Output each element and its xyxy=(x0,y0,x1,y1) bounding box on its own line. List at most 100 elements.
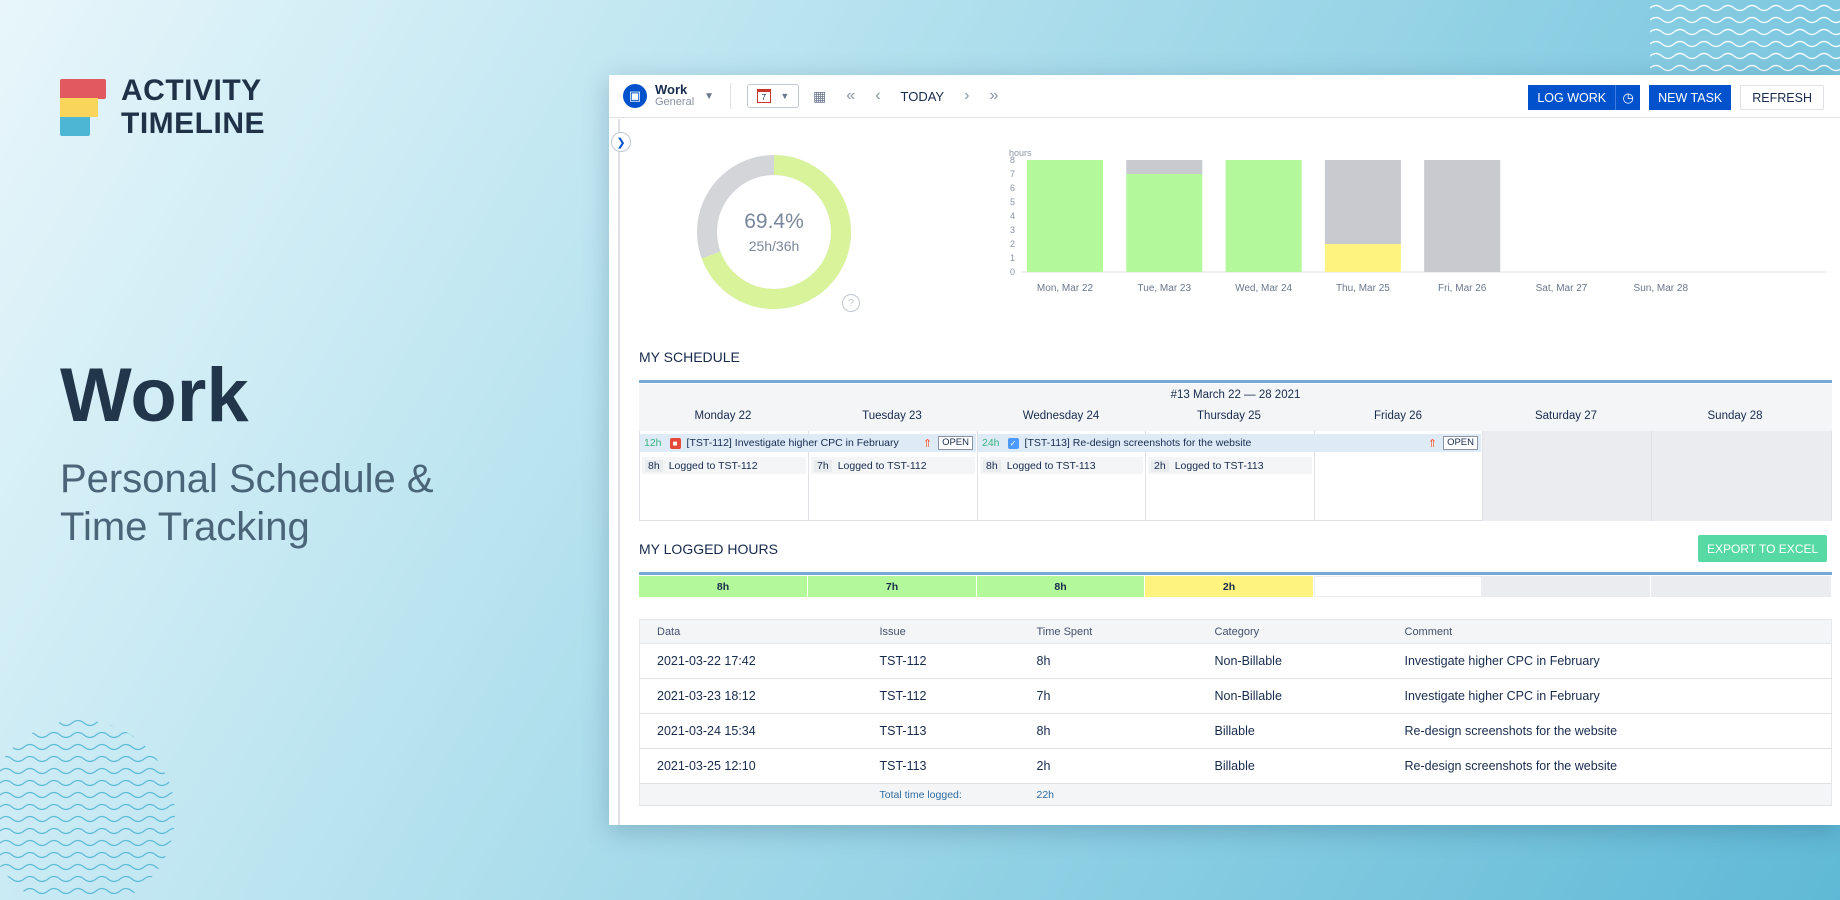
decorative-waves-top xyxy=(1650,4,1840,72)
day-column[interactable] xyxy=(808,431,977,521)
priority-highest-icon: ⇑ xyxy=(922,437,933,450)
day-column-weekend[interactable] xyxy=(1482,431,1651,521)
chevron-left-icon[interactable]: ‹ xyxy=(875,87,881,104)
task-bar[interactable]: 24h ✓ [TST-113] Re-design screenshots fo… xyxy=(978,434,1481,452)
workspace-name: Work xyxy=(655,82,688,97)
column-header[interactable]: Category xyxy=(1197,619,1388,644)
today-button[interactable]: TODAY xyxy=(900,88,945,104)
timer-icon[interactable]: ◷ xyxy=(1615,85,1641,110)
day-column[interactable] xyxy=(1314,431,1482,521)
daily-hours-cell xyxy=(1482,576,1651,597)
hero-title: Work xyxy=(60,353,249,438)
task-estimate: 24h xyxy=(982,437,1000,449)
daily-hours-strip: 8h 7h 8h 2h xyxy=(639,576,1832,597)
task-estimate: 12h xyxy=(644,437,662,449)
total-label: Total time logged: xyxy=(862,783,1020,806)
task-title: [TST-113] Re-design screenshots for the … xyxy=(1024,437,1252,449)
day-column[interactable] xyxy=(639,431,808,521)
x-tick-label: Sun, Mar 28 xyxy=(1634,283,1689,294)
table-row[interactable]: 2021-03-25 12:10 TST-113 2h Billable Re-… xyxy=(639,748,1832,784)
total-spacer xyxy=(1197,783,1388,806)
worklog-hours: 2h xyxy=(1151,459,1169,472)
status-badge: OPEN xyxy=(938,436,973,450)
y-tick-label: 5 xyxy=(1010,197,1015,207)
date-picker[interactable]: 7 ▼ xyxy=(747,84,800,108)
cell-comment: Re-design screenshots for the website xyxy=(1387,748,1832,784)
worklog-text: Logged to TST-113 xyxy=(1174,459,1264,472)
toolbar: ▣ Work General ▼ 7 ▼ ▦ « ‹ TODAY › » LOG… xyxy=(609,75,1840,118)
daily-hours-cell xyxy=(1314,576,1482,597)
worklog-table: Data Issue Time Spent Category Comment 2… xyxy=(639,619,1832,806)
daily-hours-cell: 8h xyxy=(977,576,1145,597)
column-header[interactable]: Comment xyxy=(1387,619,1832,644)
bar xyxy=(1027,160,1103,272)
day-column[interactable] xyxy=(977,431,1145,521)
table-row[interactable]: 2021-03-24 15:34 TST-113 8h Billable Re-… xyxy=(639,713,1832,749)
cell-issue: TST-113 xyxy=(862,748,1020,784)
x-tick-label: Tue, Mar 23 xyxy=(1138,283,1192,294)
worklog-entry[interactable]: 8h Logged to TST-112 xyxy=(642,457,806,474)
help-icon[interactable]: ? xyxy=(842,294,860,312)
workspace-briefcase-icon[interactable]: ▣ xyxy=(623,84,647,108)
schedule-body: 12h ■ [TST-112] Investigate higher CPC i… xyxy=(639,431,1832,521)
x-tick-label: Wed, Mar 24 xyxy=(1235,283,1292,294)
chevron-down-icon[interactable]: ▼ xyxy=(704,90,715,102)
y-tick-label: 3 xyxy=(1010,225,1015,235)
calendar-grid-icon[interactable]: ▦ xyxy=(813,87,827,104)
y-axis-label: hours xyxy=(1009,148,1032,158)
column-header[interactable]: Time Spent xyxy=(1019,619,1198,644)
table-header-row: Data Issue Time Spent Category Comment xyxy=(639,619,1832,644)
daily-hours-cell: 2h xyxy=(1145,576,1314,597)
worklog-entry[interactable]: 2h Logged to TST-113 xyxy=(1148,457,1312,474)
table-row[interactable]: 2021-03-22 17:42 TST-112 8h Non-Billable… xyxy=(639,643,1832,679)
chevron-right-icon[interactable]: › xyxy=(964,87,970,104)
side-panel-rail xyxy=(618,119,620,825)
daily-hours-cell: 8h xyxy=(639,576,808,597)
workspace-selector[interactable]: Work General xyxy=(655,82,695,108)
logged-hours-divider xyxy=(639,572,1832,575)
x-tick-label: Fri, Mar 26 xyxy=(1438,283,1487,294)
logged-hours-title: MY LOGGED HOURS xyxy=(639,541,778,557)
cell-category: Billable xyxy=(1197,713,1388,749)
bar xyxy=(1126,174,1203,272)
double-chevron-left-icon[interactable]: « xyxy=(846,87,856,104)
expand-panel-chevron-right-icon[interactable]: ❯ xyxy=(611,132,631,152)
task-bar[interactable]: 12h ■ [TST-112] Investigate higher CPC i… xyxy=(640,434,976,452)
total-row: Total time logged: 22h xyxy=(639,783,1832,806)
cell-category: Billable xyxy=(1197,748,1388,784)
export-to-excel-button[interactable]: EXPORT TO EXCEL xyxy=(1698,535,1828,562)
column-header[interactable]: Data xyxy=(639,619,863,644)
bar xyxy=(1424,160,1501,272)
cell-date: 2021-03-23 18:12 xyxy=(639,678,863,714)
brand-line-1: ACTIVITY xyxy=(121,74,262,107)
priority-highest-icon: ⇑ xyxy=(1427,437,1438,450)
total-spacer xyxy=(1387,783,1832,806)
brand-name: ACTIVITY TIMELINE xyxy=(121,74,265,140)
day-header: Wednesday 24 xyxy=(1022,410,1100,422)
cell-category: Non-Billable xyxy=(1197,643,1388,679)
double-chevron-right-icon[interactable]: » xyxy=(989,87,999,104)
worklog-text: Logged to TST-112 xyxy=(837,459,927,472)
cell-category: Non-Billable xyxy=(1197,678,1388,714)
worklog-hours: 8h xyxy=(983,459,1001,472)
cell-comment: Re-design screenshots for the website xyxy=(1387,713,1832,749)
cell-issue: TST-112 xyxy=(862,643,1020,679)
cell-date: 2021-03-24 15:34 xyxy=(639,713,863,749)
day-column[interactable] xyxy=(1145,431,1314,521)
utilization-ratio: 25h/36h xyxy=(748,238,800,254)
utilization-donut: 69.4% 25h/36h xyxy=(694,152,854,312)
workspace-subtitle: General xyxy=(655,96,695,108)
worklog-entry[interactable]: 8h Logged to TST-113 xyxy=(980,457,1143,474)
new-task-button[interactable]: NEW TASK xyxy=(1649,85,1732,110)
day-column-weekend[interactable] xyxy=(1651,431,1832,521)
worklog-entry[interactable]: 7h Logged to TST-112 xyxy=(811,457,975,474)
column-header[interactable]: Issue xyxy=(862,619,1020,644)
table-row[interactable]: 2021-03-23 18:12 TST-112 7h Non-Billable… xyxy=(639,678,1832,714)
y-tick-label: 0 xyxy=(1010,267,1015,277)
log-work-button[interactable]: LOG WORK xyxy=(1528,85,1616,110)
logo-mark-icon xyxy=(60,78,106,136)
cell-issue: TST-113 xyxy=(862,713,1020,749)
refresh-button[interactable]: REFRESH xyxy=(1740,85,1824,110)
x-tick-label: Sat, Mar 27 xyxy=(1536,283,1588,294)
total-spacer xyxy=(639,783,863,806)
